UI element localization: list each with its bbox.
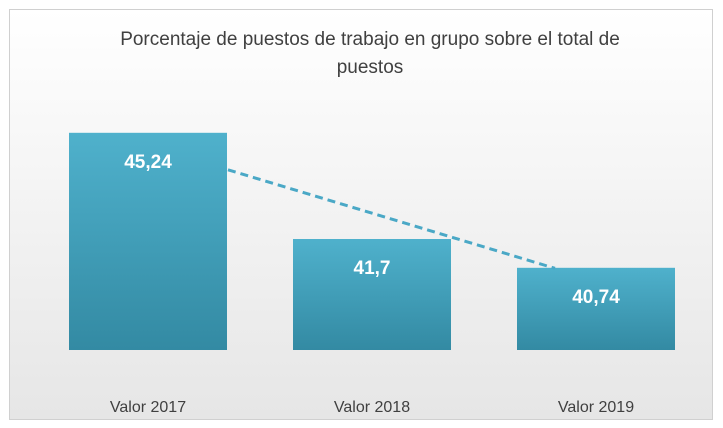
bar <box>293 239 451 350</box>
trendline <box>227 168 556 270</box>
data-label: 41,7 <box>354 258 391 279</box>
x-tick-label: Valor 2019 <box>558 399 634 416</box>
chart-title: Porcentaje de puestos de trabajo en grup… <box>120 29 620 78</box>
data-label: 40,74 <box>572 287 620 308</box>
data-label: 45,24 <box>124 152 172 173</box>
bar <box>517 267 675 350</box>
x-tick-label: Valor 2018 <box>334 399 410 416</box>
x-tick-label: Valor 2017 <box>110 399 186 416</box>
bar <box>69 132 227 350</box>
